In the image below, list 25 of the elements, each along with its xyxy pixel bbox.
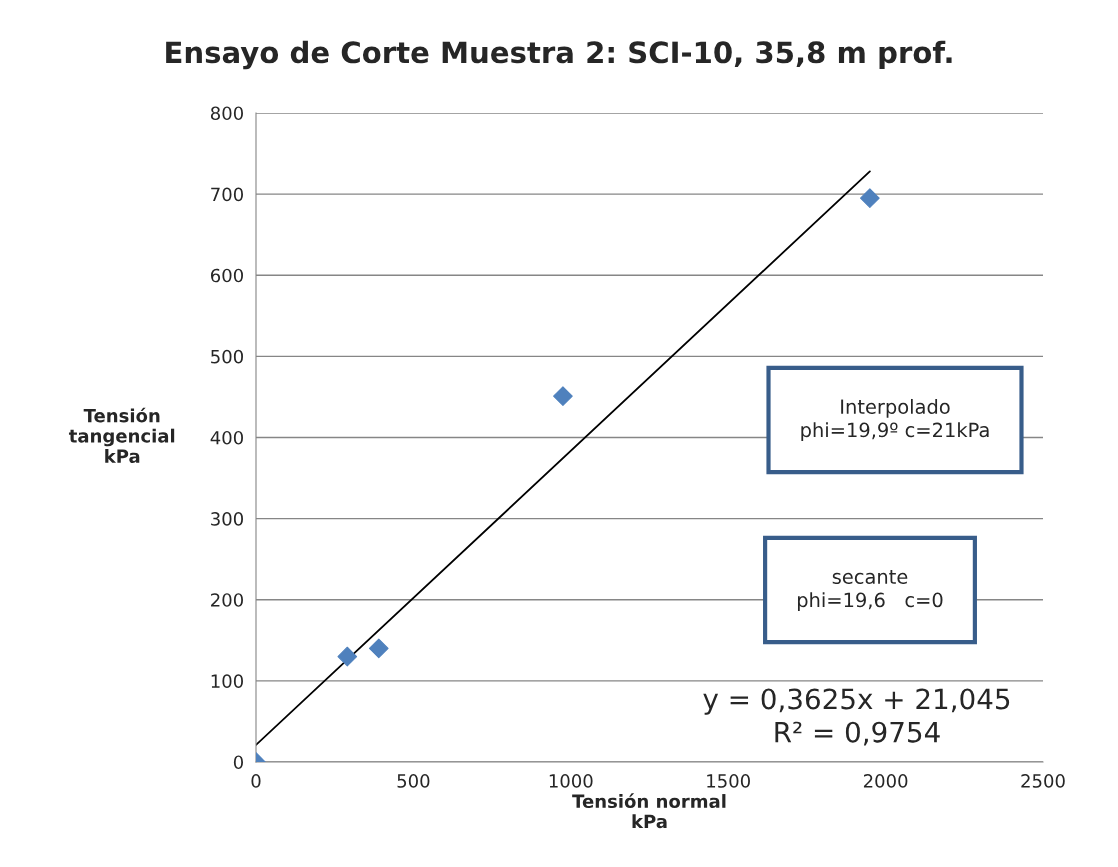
point	[553, 386, 573, 406]
x-axis-title: Tensión normal kPa	[572, 793, 726, 829]
x-tick-label: 2000	[863, 774, 908, 788]
chart-title: Ensayo de Corte Muestra 2: SCI-10, 35,8 m prof.	[166, 40, 952, 70]
y-axis-title: Tensión tangencial kPa	[68, 407, 175, 464]
y-tick-label: 500	[211, 349, 243, 364]
x-tick-label: 0	[251, 774, 261, 788]
point	[860, 188, 880, 209]
y-tick-label: 800	[210, 106, 243, 121]
point	[337, 646, 358, 667]
y-tick-label: 700	[211, 187, 243, 202]
y-tick-label: 400	[210, 430, 243, 445]
y-tick-label: 0	[233, 755, 243, 770]
y-tick-label: 300	[211, 512, 243, 526]
y-tick-label: 100	[211, 674, 243, 688]
y-tick-label: 200	[211, 593, 243, 607]
annotation: y = 0,3625x + 21,045 R² = 0,9754	[703, 688, 1010, 746]
point	[368, 638, 389, 659]
x-tick-label: 500	[397, 774, 430, 788]
annotation: Interpolado phi=19,9º c=21kPa	[801, 398, 989, 442]
annotation: secante phi=19,6 c=0	[797, 570, 943, 612]
y-tick-label: 600	[210, 268, 243, 283]
x-tick-label: 2500	[1021, 774, 1065, 788]
x-tick-label: 1000	[549, 774, 593, 788]
x-tick-label: 1500	[707, 774, 750, 788]
